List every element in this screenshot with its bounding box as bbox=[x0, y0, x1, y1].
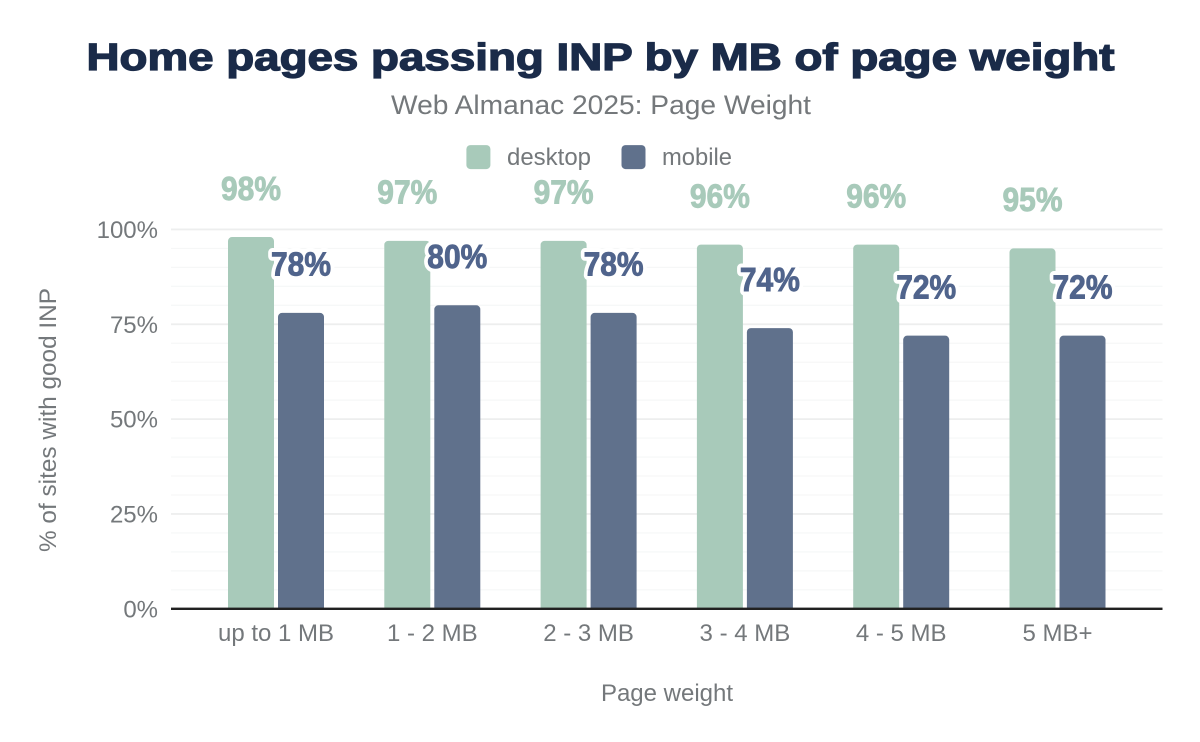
svg-text:2 - 3 MB: 2 - 3 MB bbox=[543, 620, 634, 647]
svg-text:98%: 98% bbox=[221, 170, 281, 207]
svg-text:80%: 80% bbox=[427, 238, 487, 275]
svg-text:97%: 97% bbox=[534, 174, 594, 211]
svg-text:78%: 78% bbox=[271, 246, 331, 283]
svg-text:97%: 97% bbox=[534, 174, 594, 211]
svg-text:Home pages passing INP by MB o: Home pages passing INP by MB of page wei… bbox=[87, 37, 1115, 79]
svg-text:96%: 96% bbox=[690, 177, 750, 214]
svg-text:Page weight: Page weight bbox=[601, 680, 733, 707]
svg-text:78%: 78% bbox=[584, 246, 644, 283]
svg-text:0%: 0% bbox=[123, 596, 158, 623]
svg-text:78%: 78% bbox=[584, 246, 644, 283]
svg-text:72%: 72% bbox=[1053, 269, 1113, 306]
svg-text:50%: 50% bbox=[110, 407, 158, 434]
svg-text:80%: 80% bbox=[427, 238, 487, 275]
svg-text:75%: 75% bbox=[110, 312, 158, 339]
svg-text:100%: 100% bbox=[97, 217, 158, 244]
svg-text:% of sites with good INP: % of sites with good INP bbox=[35, 288, 62, 552]
svg-text:95%: 95% bbox=[1003, 181, 1063, 218]
svg-text:desktop: desktop bbox=[507, 144, 591, 171]
svg-text:72%: 72% bbox=[1053, 269, 1113, 306]
svg-text:Web Almanac 2025: Page Weight: Web Almanac 2025: Page Weight bbox=[391, 90, 812, 120]
svg-text:96%: 96% bbox=[846, 177, 906, 214]
svg-text:4 - 5 MB: 4 - 5 MB bbox=[856, 620, 947, 647]
svg-text:1 - 2 MB: 1 - 2 MB bbox=[387, 620, 478, 647]
svg-text:95%: 95% bbox=[1003, 181, 1063, 218]
svg-text:96%: 96% bbox=[690, 177, 750, 214]
svg-text:74%: 74% bbox=[740, 261, 800, 298]
svg-text:25%: 25% bbox=[110, 502, 158, 529]
svg-text:78%: 78% bbox=[271, 246, 331, 283]
svg-text:3 - 4 MB: 3 - 4 MB bbox=[700, 620, 791, 647]
svg-text:72%: 72% bbox=[896, 269, 956, 306]
svg-text:98%: 98% bbox=[221, 170, 281, 207]
svg-text:96%: 96% bbox=[846, 177, 906, 214]
svg-text:74%: 74% bbox=[740, 261, 800, 298]
svg-text:5 MB+: 5 MB+ bbox=[1022, 620, 1092, 647]
svg-text:97%: 97% bbox=[377, 174, 437, 211]
svg-text:mobile: mobile bbox=[662, 144, 732, 171]
svg-text:97%: 97% bbox=[377, 174, 437, 211]
svg-text:72%: 72% bbox=[896, 269, 956, 306]
svg-text:up to 1 MB: up to 1 MB bbox=[218, 620, 334, 647]
